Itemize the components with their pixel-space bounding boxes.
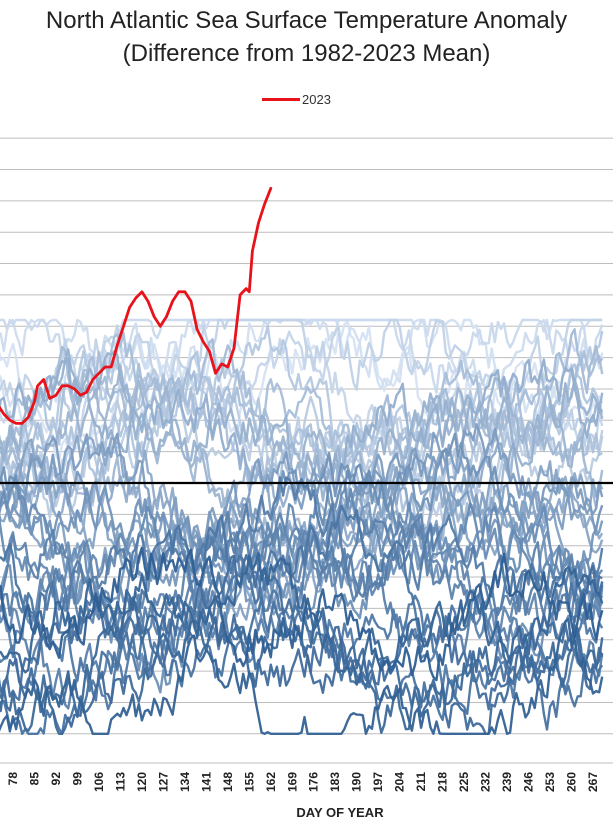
x-tick-label: 246	[522, 772, 536, 792]
chart-subtitle: (Difference from 1982-2023 Mean)	[122, 40, 491, 67]
x-tick-label: 162	[264, 772, 278, 792]
background-year-line	[0, 438, 604, 608]
x-tick-label: 141	[199, 772, 213, 792]
x-tick-label: 120	[135, 772, 149, 792]
x-tick-label: 169	[285, 772, 299, 792]
x-tick-label: 85	[28, 772, 42, 786]
chart-title: North Atlantic Sea Surface Temperature A…	[45, 7, 568, 34]
x-tick-label: 99	[70, 772, 84, 786]
background-years	[0, 318, 604, 735]
background-year-line	[0, 546, 604, 682]
x-tick-label: 113	[113, 772, 127, 792]
background-year-line	[0, 504, 603, 642]
legend-swatch-2023	[262, 97, 300, 101]
x-tick-label: 211	[414, 772, 428, 792]
chart-title-block: North Atlantic Sea Surface Temperature A…	[0, 4, 613, 70]
x-tick-label: 204	[393, 772, 407, 792]
background-year-line	[0, 357, 604, 508]
background-year-line	[0, 422, 604, 556]
x-tick-label: 253	[543, 772, 557, 792]
x-tick-label: 176	[307, 772, 321, 792]
x-tick-label: 232	[479, 772, 493, 792]
x-tick-label: 267	[586, 772, 600, 792]
background-year-line	[0, 594, 604, 735]
background-year-line	[0, 617, 604, 735]
series-line-2023	[0, 186, 273, 425]
x-tick-label: 260	[565, 772, 579, 792]
x-tick-label: 155	[242, 772, 256, 792]
x-tick-label: 183	[328, 772, 342, 792]
x-tick-label: 197	[371, 772, 385, 792]
background-year-line	[0, 348, 604, 516]
background-year-line	[0, 364, 604, 509]
background-year-line	[0, 596, 604, 735]
legend-label-2023: 2023	[302, 91, 331, 107]
x-tick-label: 78	[6, 772, 20, 786]
legend: 2023	[262, 90, 331, 108]
background-year-line	[0, 432, 604, 585]
x-tick-label: 127	[156, 772, 170, 792]
background-year-line	[0, 382, 604, 532]
x-tick-label: 190	[350, 772, 364, 792]
x-tick-label: 148	[221, 772, 235, 792]
x-tick-label: 106	[92, 772, 106, 792]
x-tick-label: 92	[49, 772, 63, 786]
x-tick-label: 218	[436, 772, 450, 792]
x-tick-label: 134	[178, 772, 192, 792]
x-tick-labels: 78 85 92 99 106 113 120 127 134 141 148 155 162 169 17…	[6, 772, 600, 792]
background-year-line	[0, 372, 603, 538]
x-axis-label: DAY OF YEAR	[296, 805, 384, 820]
x-tick-label: 239	[500, 772, 514, 792]
background-year-line	[0, 331, 604, 507]
background-year-line	[0, 422, 604, 560]
x-tick-label: 225	[457, 772, 471, 792]
